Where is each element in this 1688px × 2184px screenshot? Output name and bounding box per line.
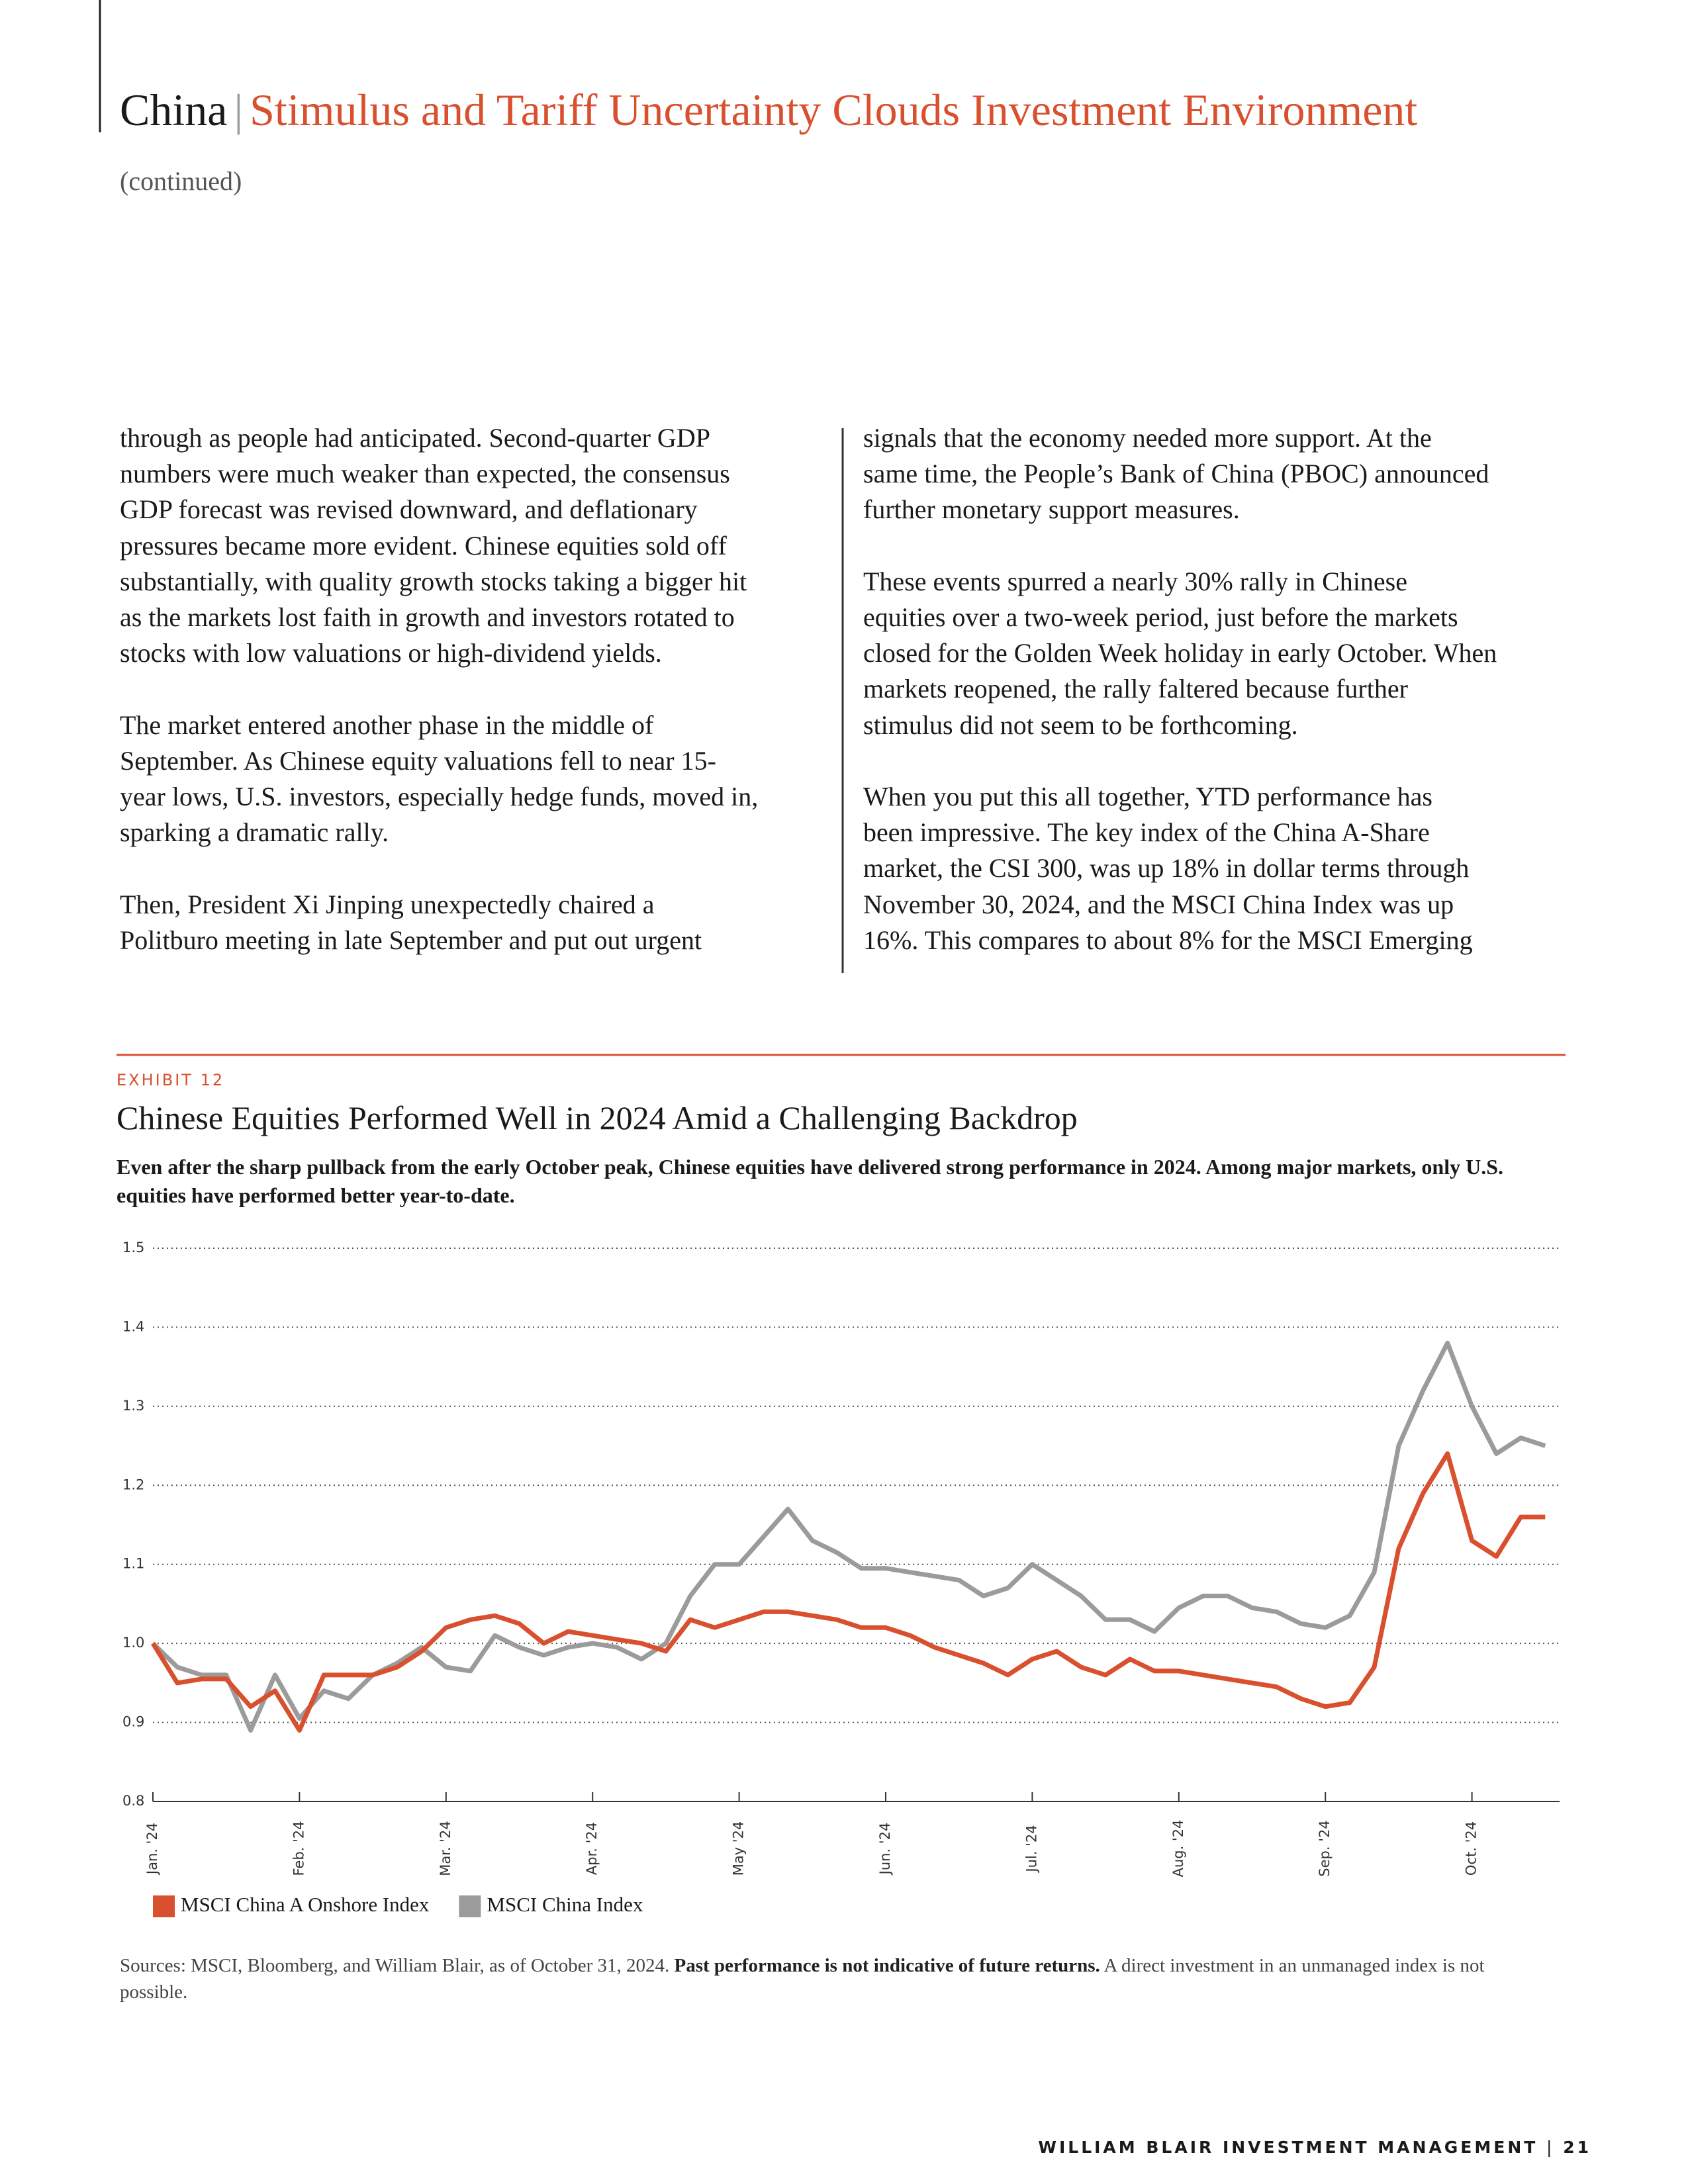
text-line: stocks with low valuations or high-divid… bbox=[120, 638, 662, 668]
text-line: November 30, 2024, and the MSCI China In… bbox=[863, 889, 1454, 919]
text-line: sparking a dramatic rally. bbox=[120, 817, 389, 848]
text-line: The market entered another phase in the … bbox=[120, 709, 654, 740]
legend-label: MSCI China Index bbox=[487, 1893, 643, 1916]
text-line: year lows, U.S. investors, especially he… bbox=[120, 782, 759, 811]
x-tick-label: Sep. '24 bbox=[1317, 1820, 1333, 1876]
legend-swatch bbox=[153, 1895, 175, 1917]
title-text: Stimulus and Tariff Uncertainty Clouds I… bbox=[250, 85, 1418, 135]
y-tick-label: 1.0 bbox=[122, 1635, 144, 1651]
text-line: 16%. This compares to about 8% for the M… bbox=[863, 925, 1473, 955]
left-column: through as people had anticipated. Secon… bbox=[120, 420, 821, 976]
footer-separator: | bbox=[1546, 2138, 1555, 2157]
chart-subtitle: Even after the sharp pullback from the e… bbox=[117, 1155, 1504, 1207]
chart-title: Chinese Equities Performed Well in 2024 … bbox=[117, 1099, 1078, 1136]
x-tick-label: Jul. '24 bbox=[1023, 1825, 1039, 1873]
text-line: equities over a two-week period, just be… bbox=[863, 602, 1458, 632]
x-tick-label: Aug. '24 bbox=[1170, 1820, 1186, 1878]
text-line: These events spurred a nearly 30% rally … bbox=[863, 566, 1407, 596]
text-line: GDP forecast was revised downward, and d… bbox=[120, 494, 698, 525]
y-tick-label: 1.5 bbox=[122, 1240, 144, 1255]
x-tick-label: Jun. '24 bbox=[877, 1823, 893, 1876]
text-line: When you put this all together, YTD perf… bbox=[863, 782, 1432, 811]
text-line: September. As Chinese equity valuations … bbox=[120, 745, 716, 776]
sources-text: Sources: MSCI, Bloomberg, and William Bl… bbox=[120, 1955, 670, 1976]
text-line: numbers were much weaker than expected, … bbox=[120, 459, 730, 489]
footer-page: 21 bbox=[1563, 2138, 1591, 2157]
text-line: further monetary support measures. bbox=[863, 494, 1240, 525]
text-line: as the markets lost faith in growth and … bbox=[120, 602, 735, 632]
y-tick-label: 1.3 bbox=[122, 1398, 144, 1414]
y-tick-label: 1.2 bbox=[122, 1477, 144, 1492]
exhibit-label: EXHIBIT 12 bbox=[117, 1071, 225, 1089]
text-line: pressures became more evident. Chinese e… bbox=[120, 530, 727, 561]
text-line: substantially, with quality growth stock… bbox=[120, 566, 747, 596]
y-tick-label: 1.4 bbox=[122, 1318, 144, 1334]
title-country: China bbox=[120, 85, 228, 135]
sources-note: A direct investment in an unmanaged inde… bbox=[120, 1955, 1485, 2003]
title-separator: | bbox=[234, 85, 244, 135]
footer-brand: WILLIAM BLAIR INVESTMENT MANAGEMENT bbox=[1038, 2138, 1538, 2157]
series-line bbox=[151, 1451, 1546, 1733]
legend-label: MSCI China A Onshore Index bbox=[181, 1893, 430, 1916]
text-line: Politburo meeting in late September and … bbox=[120, 925, 702, 955]
text-line: markets reopened, the rally faltered bec… bbox=[863, 674, 1408, 704]
right-column: signals that the economy needed more sup… bbox=[863, 420, 1578, 976]
text-line: through as people had anticipated. Secon… bbox=[120, 423, 710, 453]
sources-emphasis: Past performance is not indicative of fu… bbox=[674, 1955, 1100, 1976]
text-line: closed for the Golden Week holiday in ea… bbox=[863, 638, 1497, 668]
x-tick-label: Oct. '24 bbox=[1464, 1821, 1479, 1876]
x-tick-label: Feb. '24 bbox=[291, 1821, 306, 1876]
page-subtitle: (continued) bbox=[120, 166, 242, 196]
text-line: stimulus did not seem to be forthcoming. bbox=[863, 709, 1298, 740]
text-line: Then, President Xi Jinping unexpectedly … bbox=[120, 889, 655, 919]
x-tick-label: Apr. '24 bbox=[584, 1822, 600, 1875]
text-line: market, the CSI 300, was up 18% in dolla… bbox=[863, 853, 1470, 884]
sources: Sources: MSCI, Bloomberg, and William Bl… bbox=[120, 1952, 1536, 2005]
series-line bbox=[151, 1340, 1546, 1733]
y-tick-label: 0.8 bbox=[122, 1793, 144, 1809]
x-tick-label: Mar. '24 bbox=[438, 1821, 453, 1876]
y-tick-label: 0.9 bbox=[122, 1714, 144, 1730]
text-line: same time, the People’s Bank of China (P… bbox=[863, 459, 1489, 489]
y-tick-label: 1.1 bbox=[122, 1556, 144, 1572]
text-line: signals that the economy needed more sup… bbox=[863, 423, 1432, 453]
x-tick-label: May '24 bbox=[731, 1821, 747, 1876]
x-tick-label: Jan. '24 bbox=[144, 1823, 160, 1876]
text-line: been impressive. The key index of the Ch… bbox=[863, 817, 1430, 848]
page-title: China | Stimulus and Tariff Uncertainty Cl… bbox=[120, 87, 1417, 132]
footer: WILLIAM BLAIR INVESTMENT MANAGEMENT | 21 bbox=[1038, 2138, 1591, 2157]
legend-swatch bbox=[459, 1895, 481, 1917]
